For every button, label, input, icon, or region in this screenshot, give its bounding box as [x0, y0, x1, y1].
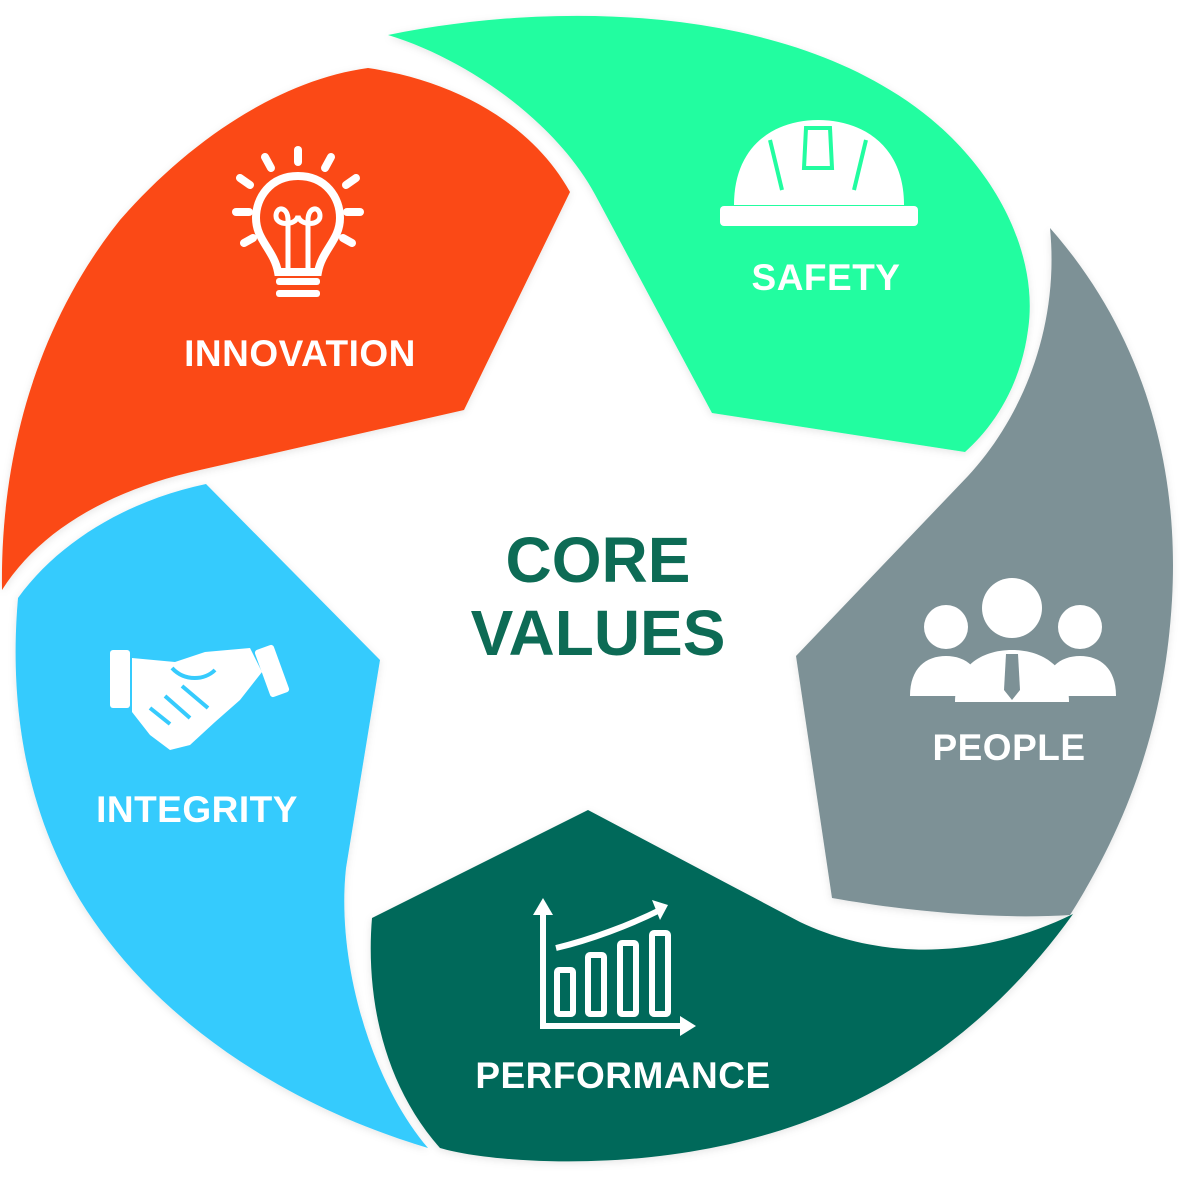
segment-people-shape	[796, 228, 1173, 917]
segment-people: PEOPLE	[796, 228, 1173, 917]
segment-safety-label: SAFETY	[752, 257, 901, 298]
center-title-line1: CORE	[506, 524, 691, 596]
hard-hat-icon	[720, 120, 918, 226]
center-title-line2: VALUES	[471, 597, 726, 669]
lightbulb-icon	[232, 146, 364, 297]
center-title: CORE VALUES	[471, 524, 726, 669]
growth-chart-icon	[533, 898, 696, 1036]
segment-integrity-label: INTEGRITY	[96, 789, 298, 830]
segment-performance-label: PERFORMANCE	[475, 1055, 770, 1096]
segment-innovation-label: INNOVATION	[184, 333, 416, 374]
segment-innovation-shape	[1, 68, 571, 590]
segment-performance: PERFORMANCE	[370, 810, 1074, 1162]
handshake-icon	[110, 644, 290, 750]
segment-safety-shape	[388, 15, 1030, 452]
segment-integrity: INTEGRITY	[15, 484, 428, 1148]
segment-performance-shape	[370, 810, 1074, 1162]
segment-people-label: PEOPLE	[932, 727, 1085, 768]
people-group-icon	[910, 578, 1116, 702]
segment-safety: SAFETY	[388, 15, 1030, 452]
segment-innovation: INNOVATION	[1, 68, 571, 590]
